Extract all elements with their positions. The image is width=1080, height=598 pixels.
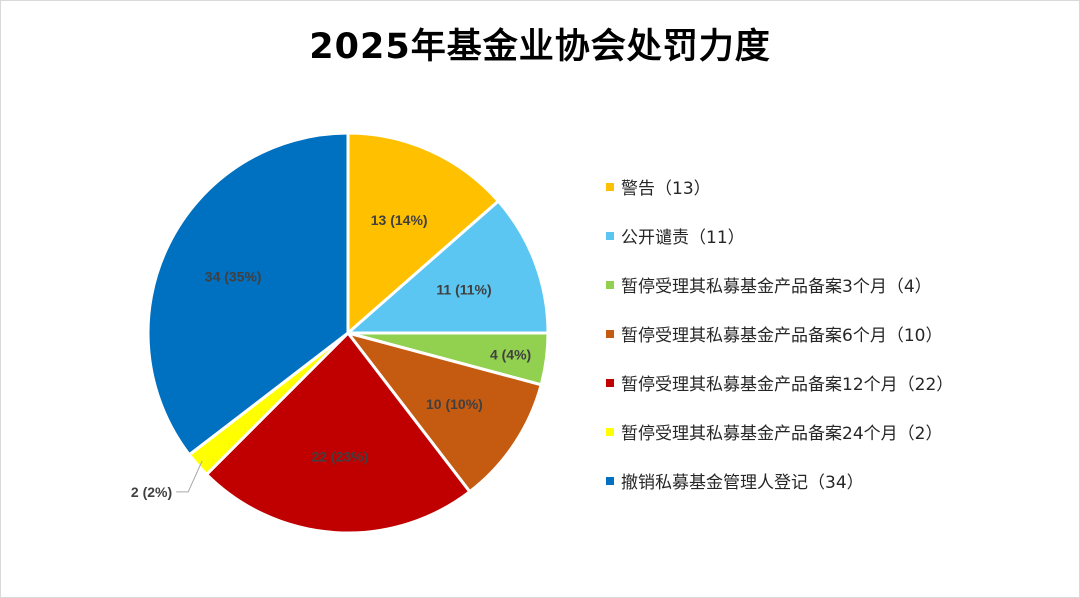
legend-item: 暂停受理其私募基金产品备案3个月（4）	[606, 260, 953, 309]
pie-slice	[205, 331, 472, 535]
chart-legend: 警告（13） 公开谴责（11） 暂停受理其私募基金产品备案3个月（4） 暂停受理其私募…	[606, 162, 953, 505]
legend-swatch	[606, 182, 614, 191]
slice-data-label: 2 (2%)	[131, 484, 172, 500]
legend-item: 撤销私募基金管理人登记（34）	[606, 456, 953, 505]
legend-swatch	[606, 329, 614, 338]
legend-label: 暂停受理其私募基金产品备案12个月（22）	[621, 375, 954, 395]
slice-data-label: 4 (4%)	[490, 346, 531, 362]
legend-label: 暂停受理其私募基金产品备案6个月（10）	[621, 326, 943, 346]
pie-slices	[146, 131, 550, 535]
legend-item: 警告（13）	[606, 162, 953, 211]
pie-slice	[346, 199, 550, 335]
legend-label: 公开谴责（11）	[621, 228, 745, 248]
legend-label: 暂停受理其私募基金产品备案24个月（2）	[621, 424, 943, 444]
legend-swatch	[606, 280, 614, 289]
legend-swatch	[606, 378, 614, 387]
legend-label: 撤销私募基金管理人登记（34）	[621, 473, 864, 493]
slice-data-label: 10 (10%)	[426, 396, 483, 412]
legend-item: 暂停受理其私募基金产品备案24个月（2）	[606, 407, 953, 456]
pie-slice	[346, 131, 500, 335]
legend-item: 暂停受理其私募基金产品备案6个月（10）	[606, 309, 953, 358]
legend-label: 警告（13）	[621, 179, 711, 199]
legend-item: 公开谴责（11）	[606, 211, 953, 260]
slice-data-label: 34 (35%)	[205, 268, 262, 284]
slice-data-label: 13 (14%)	[371, 212, 428, 228]
chart-title: 2025年基金业协会处罚力度	[309, 27, 771, 67]
leader-line	[176, 460, 203, 493]
legend-item: 暂停受理其私募基金产品备案12个月（22）	[606, 358, 953, 407]
pie-slice	[146, 131, 350, 457]
pie-slice	[346, 331, 543, 494]
slice-data-label: 22 (23%)	[311, 449, 368, 465]
legend-label: 暂停受理其私募基金产品备案3个月（4）	[621, 277, 932, 297]
legend-swatch	[606, 427, 614, 436]
slice-data-label: 11 (11%)	[436, 281, 491, 297]
legend-swatch	[606, 476, 614, 485]
pie-data-labels: 13 (14%) 11 (11%) 4 (4%) 10 (10%) 22 (23%) 2 …	[131, 212, 531, 500]
legend-swatch	[606, 231, 614, 240]
